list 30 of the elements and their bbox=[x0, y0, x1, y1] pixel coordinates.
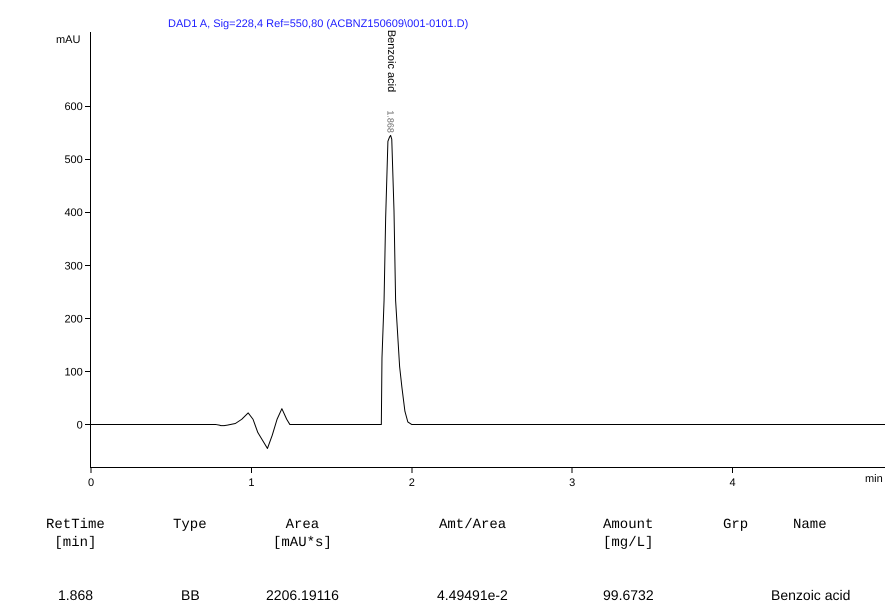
text: Amt/Area bbox=[439, 517, 506, 533]
text: Grp bbox=[723, 517, 748, 533]
x-tick-label: 0 bbox=[88, 477, 94, 490]
text: Type bbox=[173, 517, 207, 533]
x-tick-label: 2 bbox=[408, 477, 415, 490]
y-tick-label: 200 bbox=[64, 313, 83, 326]
x-axis-title: min bbox=[865, 473, 883, 485]
text: Area [mAU*s] bbox=[273, 517, 332, 552]
text: 2206.19116 bbox=[266, 587, 340, 603]
text: 1.868 bbox=[58, 587, 94, 603]
text: Amount [mg/L] bbox=[603, 517, 654, 552]
text: 4.49491e-2 bbox=[437, 587, 508, 603]
x-tick-label: 1 bbox=[248, 477, 254, 490]
x-tick-label: 4 bbox=[730, 477, 736, 490]
annotation: Benzoic acid bbox=[385, 30, 398, 92]
x-tick-label: 3 bbox=[569, 477, 576, 490]
text: RetTime [min] bbox=[46, 517, 105, 552]
y-axis-title: mAU bbox=[56, 34, 80, 46]
y-tick-label: 600 bbox=[64, 101, 83, 114]
chart-title: DAD1 A, Sig=228,4 Ref=550,80 (ACBNZ150609\001-0101.D) bbox=[168, 18, 468, 30]
y-tick-label: 500 bbox=[64, 154, 83, 166]
text: Name bbox=[793, 517, 827, 533]
y-tick-label: 100 bbox=[64, 366, 83, 378]
y-tick-label: 300 bbox=[64, 260, 83, 272]
text: BB bbox=[181, 587, 200, 603]
text: Benzoic acid bbox=[771, 587, 850, 603]
y-tick-label: 0 bbox=[76, 419, 83, 432]
annotation: 1.868 bbox=[386, 110, 396, 133]
y-tick-label: 400 bbox=[64, 207, 83, 220]
text: 99.6732 bbox=[603, 587, 654, 603]
